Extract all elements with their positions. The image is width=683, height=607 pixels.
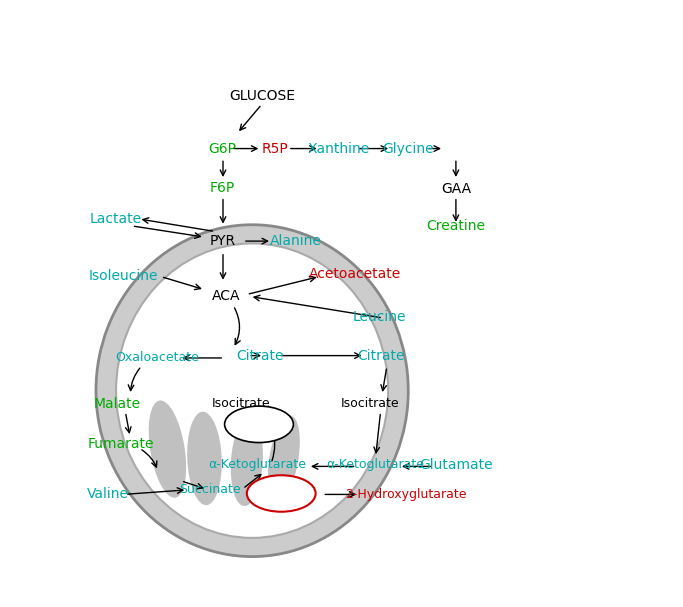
Text: Succinate: Succinate [179,483,240,497]
Ellipse shape [231,418,263,506]
Text: MT-IDH2: MT-IDH2 [257,488,310,501]
Text: PYR: PYR [210,234,236,248]
Ellipse shape [225,406,294,443]
Ellipse shape [116,243,388,538]
Text: Citrate: Citrate [357,348,404,362]
Text: Fumarate: Fumarate [88,438,154,452]
Text: Leucine: Leucine [352,310,406,324]
Text: ACA: ACA [212,290,240,304]
Text: Alanine: Alanine [270,234,322,248]
Text: Oxaloacetate: Oxaloacetate [115,350,199,364]
Text: Glutamate: Glutamate [419,458,492,472]
Text: Glycine: Glycine [382,141,434,155]
Text: Lactate: Lactate [90,212,142,226]
Ellipse shape [187,412,222,505]
Text: 2-Hydroxyglutarate: 2-Hydroxyglutarate [345,488,466,501]
Text: α-Ketoglutarate: α-Ketoglutarate [326,458,424,471]
Text: Malate: Malate [94,397,141,411]
Text: Isoleucine: Isoleucine [89,269,158,283]
Text: R5P: R5P [262,141,288,155]
Ellipse shape [247,475,316,512]
Text: G6P: G6P [208,141,236,155]
Text: Acetoacetate: Acetoacetate [309,267,402,281]
Text: Creatine: Creatine [426,219,486,233]
Text: Xanthine: Xanthine [307,141,370,155]
Text: F6P: F6P [209,181,234,195]
Ellipse shape [96,225,408,557]
Text: Valine: Valine [87,487,128,501]
Ellipse shape [149,401,186,498]
Text: α-Ketoglutarate: α-Ketoglutarate [208,458,307,471]
Text: WT-IDH2: WT-IDH2 [238,416,292,429]
Text: Isocitrate: Isocitrate [341,397,400,410]
Text: GAA: GAA [441,181,471,195]
Text: Isocitrate: Isocitrate [212,397,271,410]
Ellipse shape [268,416,300,501]
Text: Citrate: Citrate [236,348,284,362]
Text: GLUCOSE: GLUCOSE [229,89,296,103]
